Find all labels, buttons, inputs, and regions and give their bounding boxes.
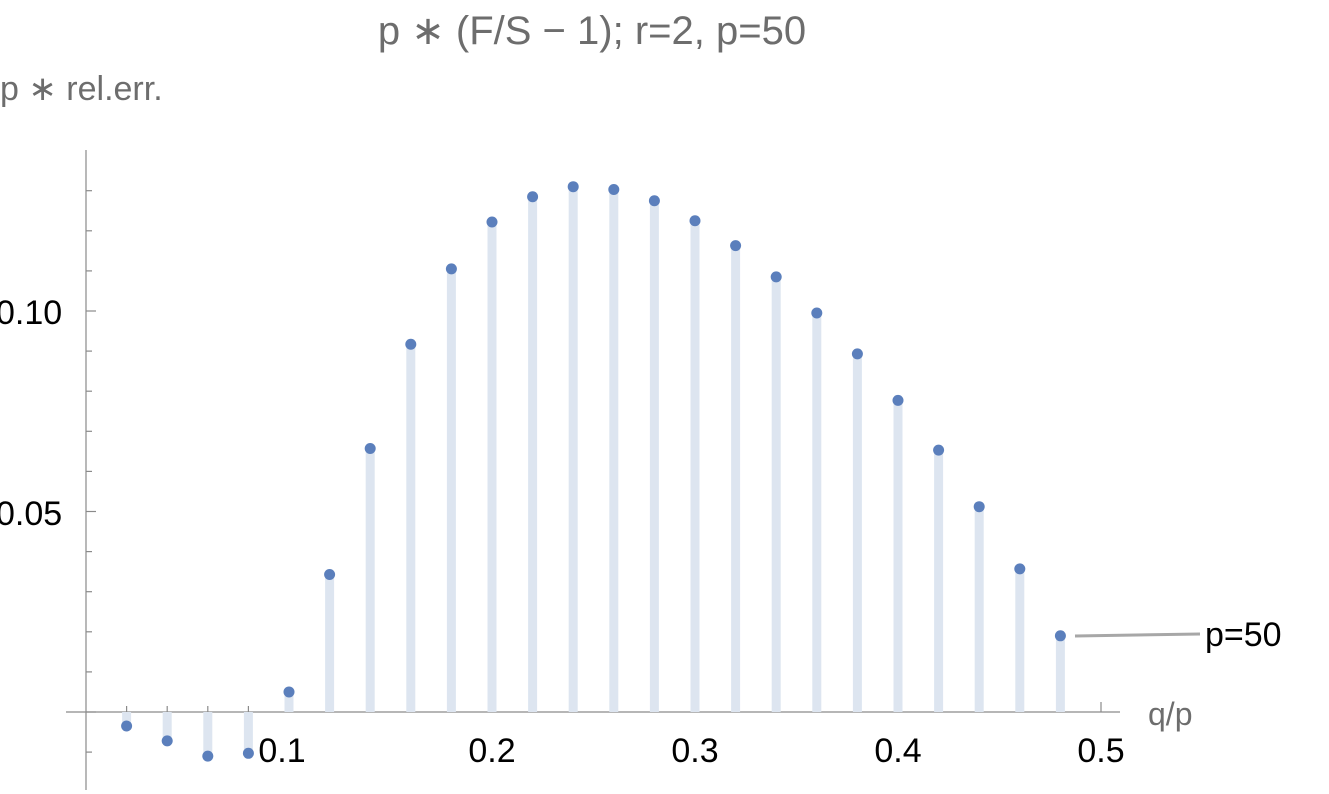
x-tick-label-0-5: 0.5: [1077, 732, 1124, 770]
series-callout-label: p=50: [1205, 616, 1282, 654]
data-point: [892, 394, 904, 406]
data-point: [486, 216, 498, 228]
points-group: [121, 181, 1066, 762]
data-point: [933, 444, 945, 456]
data-point: [1014, 563, 1026, 575]
y-tick-label-0-05: 0.05: [0, 495, 62, 533]
data-point: [811, 307, 823, 319]
data-point: [851, 348, 863, 360]
stems-group: [122, 186, 1065, 757]
x-tick-label-0-4: 0.4: [874, 732, 921, 770]
data-point: [973, 501, 985, 513]
data-point: [121, 720, 133, 732]
x-tick-label-0-2: 0.2: [468, 732, 515, 770]
y-tick-label-0-10: 0.10: [0, 294, 62, 332]
data-point: [405, 338, 417, 350]
x-tick-label-0-3: 0.3: [671, 732, 718, 770]
data-point: [242, 747, 254, 759]
chart-title: p ∗ (F/S − 1); r=2, p=50: [378, 9, 806, 53]
data-point: [689, 215, 701, 227]
data-point: [770, 271, 782, 283]
data-point: [608, 183, 620, 195]
data-point: [567, 181, 579, 193]
data-point: [324, 568, 336, 580]
x-axis-label: q/p: [1148, 696, 1192, 732]
data-point: [161, 735, 173, 747]
data-point: [1054, 630, 1066, 642]
data-point: [283, 686, 295, 698]
y-tick-marks: [86, 190, 96, 753]
data-point: [445, 263, 457, 275]
callout-leader-line: [1074, 632, 1201, 638]
data-point: [527, 191, 539, 203]
data-point: [648, 195, 660, 207]
y-axis-label: p ∗ rel.err.: [0, 70, 163, 108]
data-point: [730, 240, 742, 252]
data-point: [202, 750, 214, 762]
data-point: [364, 443, 376, 455]
x-tick-label-0-1: 0.1: [258, 732, 305, 770]
